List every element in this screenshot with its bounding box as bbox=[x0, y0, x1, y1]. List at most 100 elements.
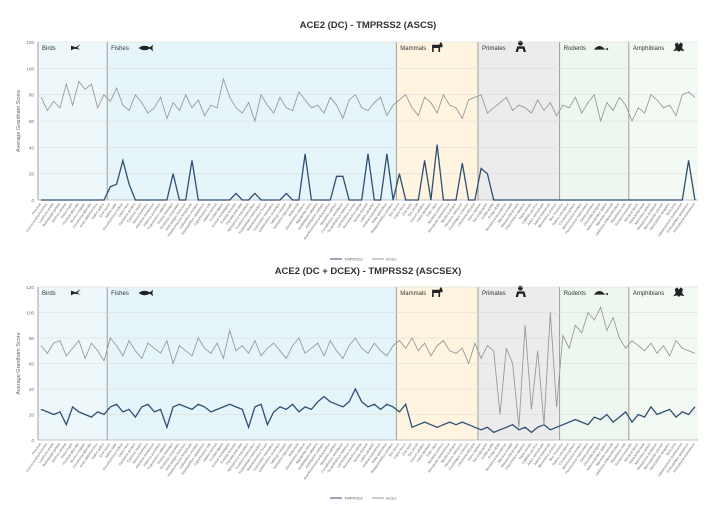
data-point bbox=[675, 115, 677, 117]
data-point bbox=[260, 355, 262, 357]
data-point bbox=[216, 409, 218, 410]
data-point bbox=[241, 199, 243, 201]
data-point bbox=[468, 199, 469, 201]
data-point bbox=[637, 414, 639, 415]
data-point bbox=[650, 406, 652, 408]
data-point bbox=[380, 199, 381, 201]
data-point bbox=[688, 91, 689, 93]
data-point bbox=[179, 403, 180, 405]
data-point bbox=[191, 409, 193, 410]
data-point bbox=[644, 199, 645, 201]
data-point bbox=[581, 112, 583, 114]
data-point bbox=[223, 78, 224, 80]
data-point bbox=[531, 409, 532, 410]
data-point bbox=[637, 345, 639, 346]
data-point bbox=[480, 94, 482, 96]
data-point bbox=[135, 416, 136, 418]
data-point bbox=[417, 199, 419, 201]
data-point bbox=[323, 199, 325, 201]
data-point bbox=[216, 342, 218, 344]
data-point bbox=[65, 424, 67, 426]
data-point bbox=[461, 347, 463, 349]
data-point bbox=[59, 107, 61, 109]
data-point bbox=[619, 416, 620, 418]
legend-label: ACE2 bbox=[386, 496, 397, 501]
data-point bbox=[487, 345, 488, 346]
data-point bbox=[91, 199, 92, 201]
data-point bbox=[292, 403, 293, 405]
data-point bbox=[505, 199, 507, 201]
data-point bbox=[367, 406, 369, 408]
data-point bbox=[380, 350, 381, 352]
data-point bbox=[279, 350, 281, 352]
data-point bbox=[386, 153, 388, 155]
y-tick-label: 80 bbox=[29, 93, 35, 98]
data-point bbox=[549, 199, 551, 201]
bird-icon bbox=[71, 289, 81, 296]
x-tick-label: Pica pica bbox=[31, 202, 42, 215]
data-point bbox=[694, 199, 696, 201]
y-tick-label: 120 bbox=[26, 285, 34, 290]
data-point bbox=[172, 363, 174, 364]
data-point bbox=[663, 107, 664, 109]
data-point bbox=[587, 102, 589, 103]
data-point bbox=[348, 99, 350, 101]
data-point bbox=[562, 424, 564, 426]
group-label: Mammals bbox=[400, 291, 426, 297]
data-point bbox=[468, 424, 469, 426]
data-point bbox=[172, 173, 174, 175]
data-point bbox=[675, 340, 677, 341]
data-point bbox=[160, 199, 161, 201]
data-point bbox=[47, 110, 48, 111]
data-point bbox=[135, 94, 136, 96]
group-label: Amphibians bbox=[633, 46, 664, 52]
data-point bbox=[147, 342, 149, 344]
data-point bbox=[688, 350, 689, 352]
monkey-icon bbox=[515, 285, 526, 297]
data-point bbox=[430, 102, 432, 103]
data-point bbox=[399, 340, 400, 341]
data-point bbox=[644, 112, 645, 114]
data-point bbox=[543, 199, 545, 201]
data-point bbox=[292, 110, 293, 111]
data-point bbox=[91, 83, 92, 85]
data-point bbox=[424, 96, 425, 98]
data-point bbox=[135, 350, 136, 352]
data-point bbox=[612, 110, 614, 111]
goat-icon bbox=[432, 41, 443, 52]
data-point bbox=[40, 96, 42, 98]
data-point bbox=[241, 112, 243, 114]
data-point bbox=[568, 107, 570, 109]
data-point bbox=[575, 419, 576, 420]
data-point bbox=[40, 345, 42, 346]
data-point bbox=[663, 199, 664, 201]
data-point bbox=[367, 352, 369, 354]
data-point bbox=[443, 424, 444, 426]
data-point bbox=[342, 406, 344, 408]
data-point bbox=[47, 352, 48, 354]
data-point bbox=[197, 199, 199, 201]
data-point bbox=[531, 199, 532, 201]
group-label: Primates bbox=[482, 46, 506, 52]
data-point bbox=[612, 317, 614, 318]
data-point bbox=[116, 87, 117, 89]
data-point bbox=[480, 358, 482, 359]
data-point bbox=[694, 406, 696, 408]
data-point bbox=[436, 345, 438, 346]
data-point bbox=[644, 350, 645, 352]
data-point bbox=[549, 102, 551, 103]
legend-label: TMPRSS2 bbox=[344, 496, 364, 501]
data-point bbox=[185, 199, 187, 201]
data-point bbox=[223, 406, 224, 408]
data-point bbox=[128, 409, 130, 410]
data-point bbox=[172, 102, 174, 103]
data-point bbox=[663, 411, 664, 413]
data-point bbox=[317, 342, 319, 344]
y-tick-label: 40 bbox=[29, 145, 35, 150]
group-label: Primates bbox=[482, 291, 506, 297]
data-point bbox=[260, 199, 262, 201]
group-label: Rodents bbox=[564, 291, 586, 297]
data-point bbox=[235, 350, 237, 352]
